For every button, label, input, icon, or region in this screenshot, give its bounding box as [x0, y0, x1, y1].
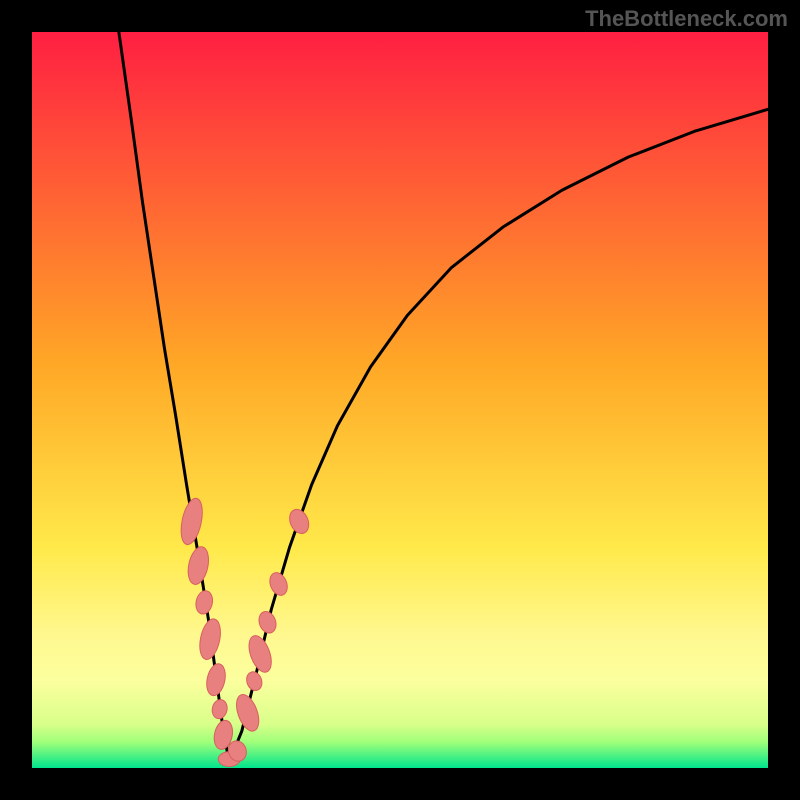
chart-canvas: TheBottleneck.com — [0, 0, 800, 800]
watermark-text: TheBottleneck.com — [585, 6, 788, 32]
bottleneck-chart — [0, 0, 800, 800]
